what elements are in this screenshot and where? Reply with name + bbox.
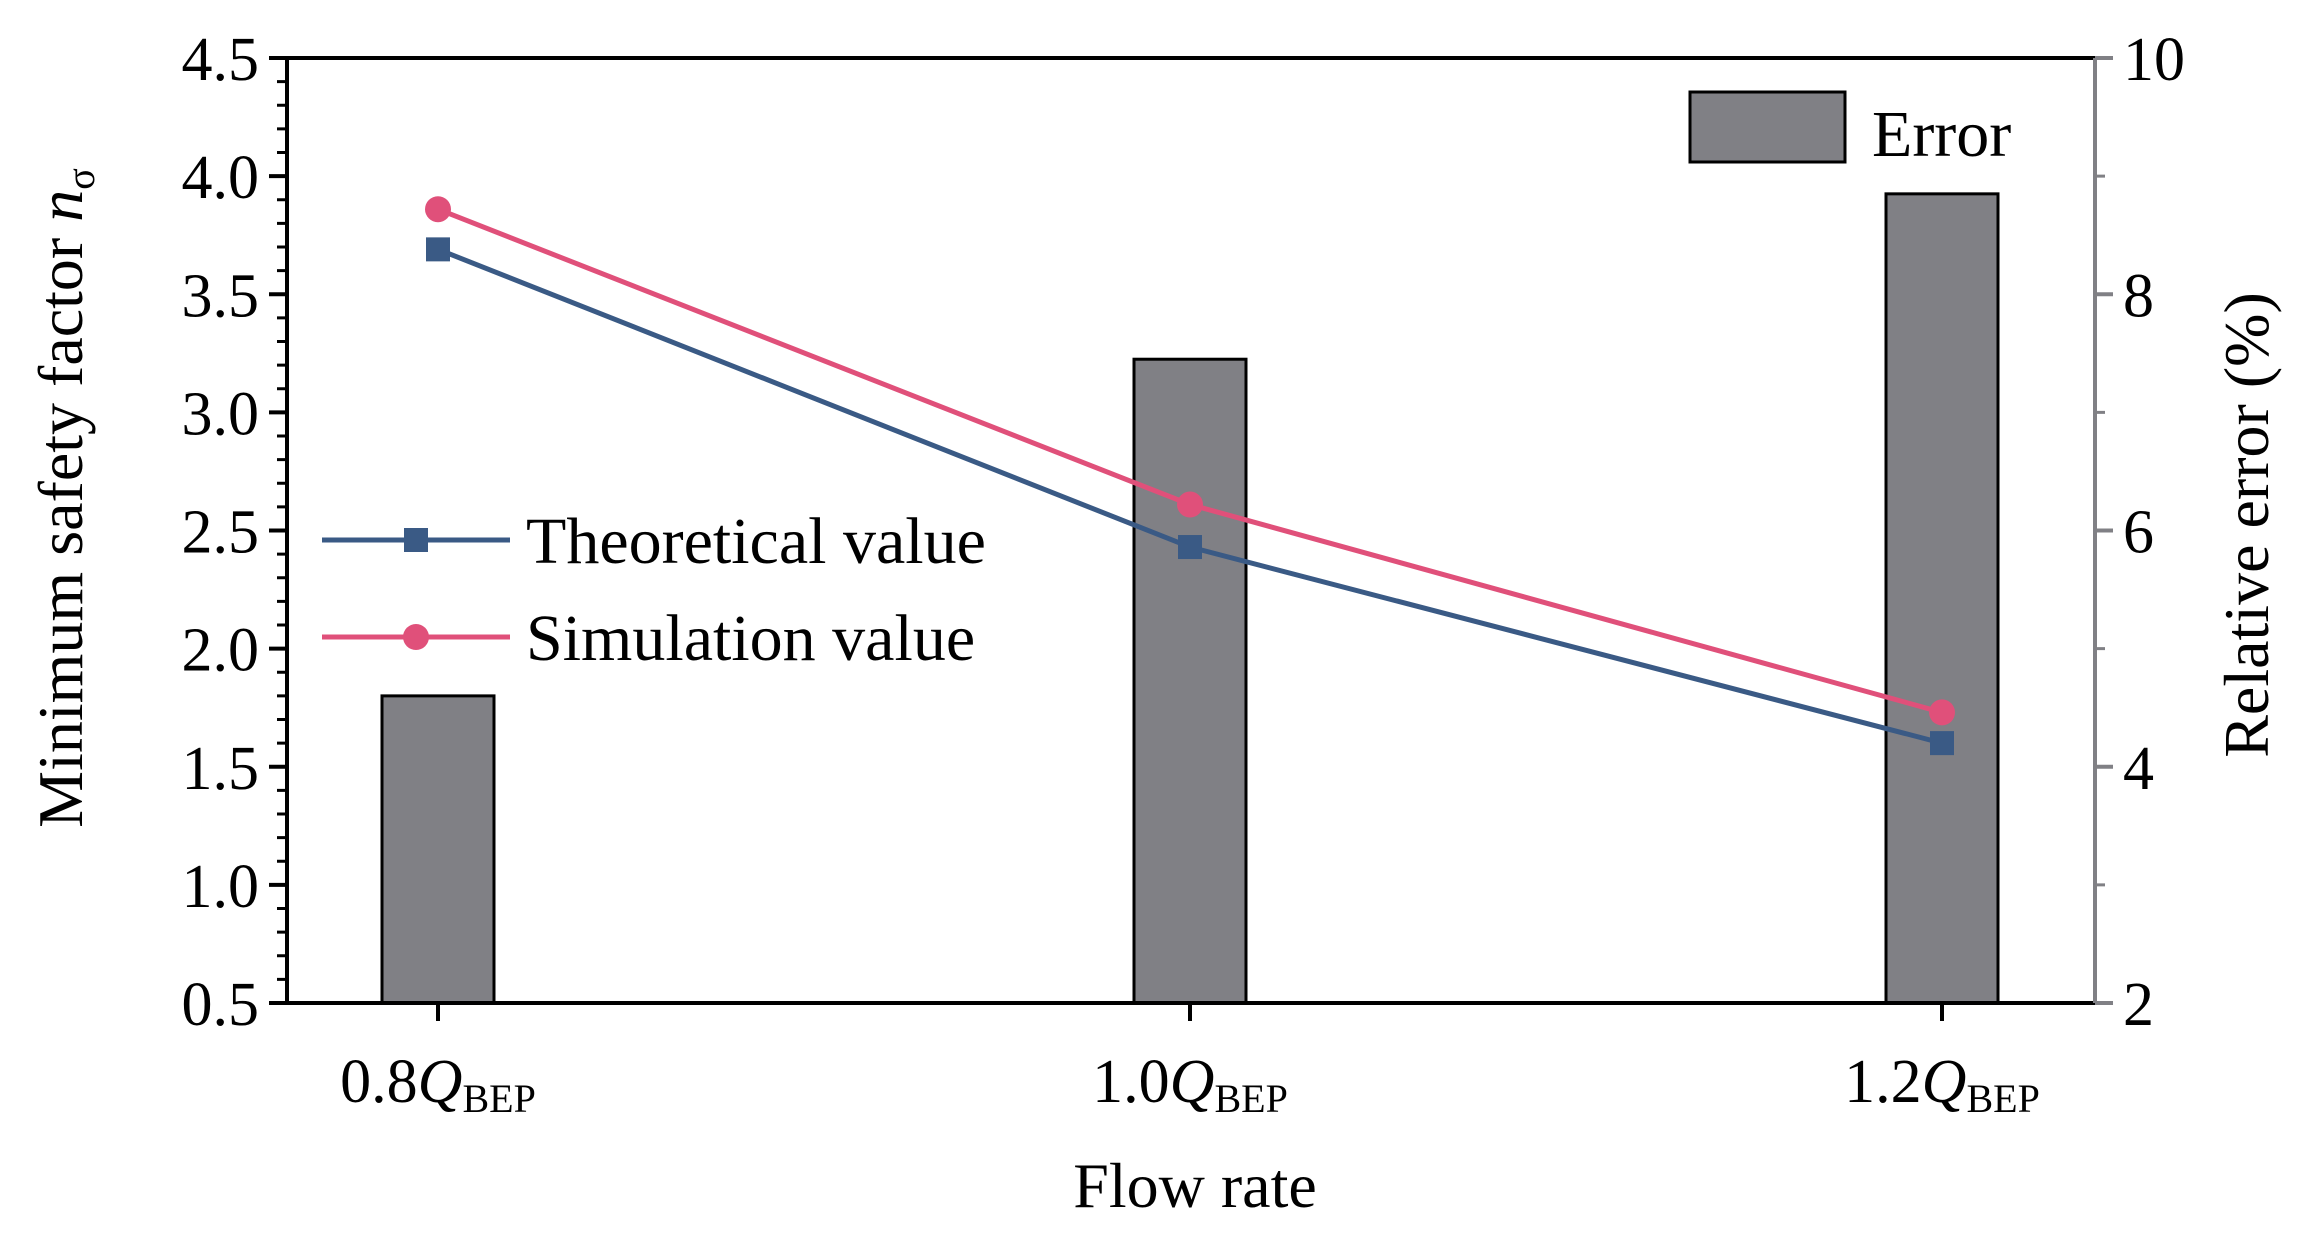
right-axis-ticks: 2 4 6 8 10	[2095, 26, 2185, 1039]
left-tick-label-2: 1.5	[182, 735, 260, 803]
series-0-point-0	[426, 237, 450, 262]
x-tick-label-2: 1.2QBEP	[1844, 1048, 2040, 1121]
right-axis-title: Relative error (%)	[2211, 292, 2282, 758]
left-axis-ticks: 0.5 1.0 1.5 2.0 2.5 3.0 3.5 4.0 4.5	[182, 26, 287, 1039]
series-0-point-1	[1178, 535, 1202, 560]
right-tick-label-4: 10	[2123, 26, 2185, 94]
error-bar-2	[1884, 192, 2000, 1005]
series-0-point-2	[1930, 731, 1954, 756]
bars-layer	[380, 192, 2000, 1005]
left-tick-label-1: 1.0	[182, 853, 260, 921]
left-tick-label-8: 4.5	[182, 26, 260, 94]
lines-layer	[425, 196, 1955, 756]
legend-error-swatch	[1688, 90, 1847, 164]
left-tick-label-0: 0.5	[182, 971, 260, 1039]
right-tick-label-1: 4	[2123, 735, 2154, 803]
legend-theoretical-label: Theoretical value	[526, 505, 986, 578]
right-tick-label-3: 8	[2123, 262, 2154, 330]
series-1-point-0	[425, 196, 451, 223]
legend-simulation-label: Simulation value	[526, 602, 975, 675]
series-1-point-2	[1929, 699, 1955, 726]
error-bar-0	[380, 694, 496, 1005]
left-tick-label-7: 4.0	[182, 144, 260, 212]
right-tick-label-2: 6	[2123, 499, 2154, 567]
x-axis-title: Flow rate	[1073, 1150, 1317, 1221]
left-axis-title: Minimum safety factor nσ	[25, 168, 103, 828]
legend-error-label: Error	[1872, 98, 2011, 171]
right-tick-label-0: 2	[2123, 971, 2154, 1039]
series-1-point-1	[1177, 491, 1203, 518]
left-tick-label-6: 3.5	[182, 262, 260, 330]
error-bar-1	[1132, 357, 1248, 1005]
legend-lines: Theoretical value Simulation value	[322, 505, 986, 675]
legend-theoretical-marker	[404, 528, 428, 552]
x-axis-ticks: 0.8QBEP 1.0QBEP 1.2QBEP	[340, 1003, 2040, 1121]
left-tick-label-4: 2.5	[182, 499, 260, 567]
x-tick-label-0: 0.8QBEP	[340, 1048, 536, 1121]
x-tick-label-1: 1.0QBEP	[1092, 1048, 1288, 1121]
legend-simulation-marker	[403, 624, 429, 650]
left-tick-label-3: 2.0	[182, 617, 260, 685]
left-tick-label-5: 3.0	[182, 380, 260, 448]
legend-error: Error	[1688, 90, 2011, 171]
